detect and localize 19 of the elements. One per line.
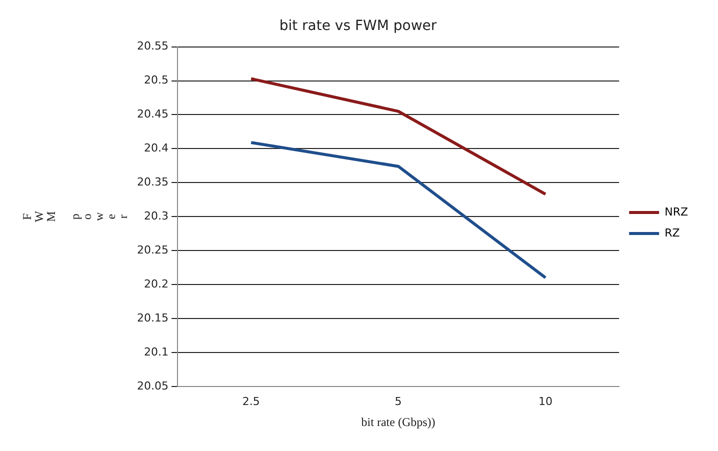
y-tick-label: 20.35 [136, 176, 168, 188]
y-tick-label: 20.15 [136, 311, 168, 324]
y-tick-label: 20.05 [136, 379, 168, 392]
x-tick-label: 10 [538, 394, 552, 408]
y-tick-label: 20.45 [136, 108, 168, 121]
y-tick-label: 20.3 [144, 209, 168, 222]
y-tick-label: 20.5 [144, 74, 168, 87]
x-tick-label: 5 [394, 394, 402, 408]
y-axis-title: FWM power [20, 210, 130, 222]
y-tick-label: 20.1 [144, 345, 168, 358]
y-tick-label: 20.25 [136, 243, 168, 256]
x-axis-title: bit rate (Gbps)) [361, 414, 436, 429]
legend-label: RZ [664, 226, 680, 240]
chart-title: bit rate vs FWM power [279, 18, 437, 34]
y-tick-label: 20.2 [144, 277, 168, 290]
legend-label: NRZ [664, 205, 688, 218]
x-tick-label: 2.5 [242, 394, 260, 408]
y-tick-label: 20.4 [144, 142, 168, 155]
y-tick-label: 20.55 [136, 40, 168, 53]
